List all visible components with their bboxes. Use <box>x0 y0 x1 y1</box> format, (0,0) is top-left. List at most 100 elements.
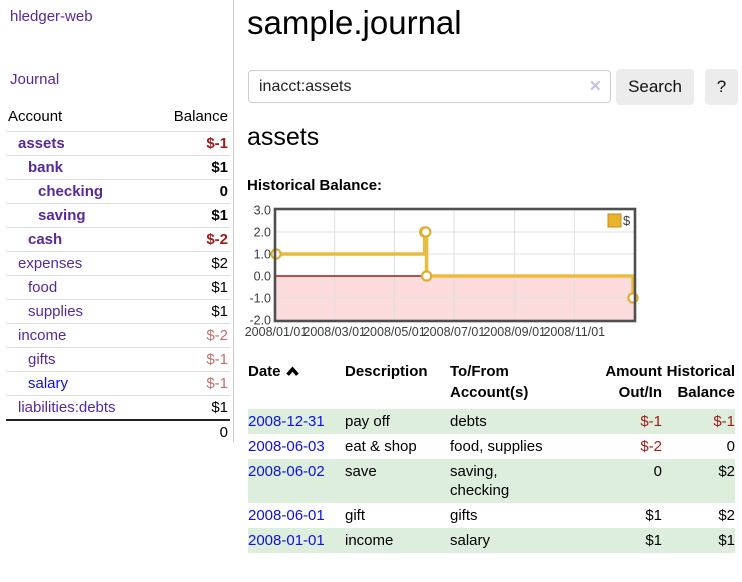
account-row: supplies $1 <box>6 299 230 324</box>
account-balance: $-1 <box>153 131 230 156</box>
transaction-description: eat & shop <box>345 438 417 455</box>
page-title: sample.journal <box>247 4 462 41</box>
account-heading: assets <box>247 123 320 151</box>
register-header-label: Description <box>345 363 428 380</box>
account-balance: $-1 <box>153 371 230 396</box>
account-balance: $-2 <box>153 227 230 252</box>
account-link-liabilities-debts[interactable]: liabilities:debts <box>18 399 116 416</box>
chart-point-marker <box>419 226 432 238</box>
register-header-date: Date <box>248 361 345 409</box>
account-row: assets $-1 <box>6 131 230 156</box>
account-row: salary $-1 <box>6 371 230 396</box>
account-link-income[interactable]: income <box>18 327 67 344</box>
transaction-balance: $-1 <box>713 413 735 430</box>
account-balance: $2 <box>153 251 230 276</box>
date-link[interactable]: 2008-12-31 <box>248 413 325 430</box>
y-tick-label: 1.0 <box>254 248 271 262</box>
search-button[interactable]: Search <box>616 69 694 105</box>
account-link-food[interactable]: food <box>28 279 58 296</box>
transaction-description: save <box>345 463 377 480</box>
sidebar-divider <box>233 0 234 442</box>
transaction-accounts: food, supplies <box>450 438 543 455</box>
transaction-balance: $2 <box>718 463 735 480</box>
register-header-description: Description <box>345 361 450 409</box>
transaction-description: pay off <box>345 413 390 430</box>
x-tick-label: 2008/05/01 <box>363 325 426 339</box>
account-row: bank $1 <box>6 155 230 180</box>
y-tick-label: 3.0 <box>254 204 271 218</box>
chart-heading: Historical Balance: <box>247 177 383 194</box>
account-link-gifts[interactable]: gifts <box>28 351 56 368</box>
x-tick-label: 2008/07/01 <box>423 325 486 339</box>
accounts-header-row: Account Balance <box>6 106 230 132</box>
transaction-row: 2008-01-01 income salary $1 $1 <box>248 528 735 553</box>
transaction-row: 2008-06-01 gift gifts $1 $2 <box>248 503 735 528</box>
account-balance: $1 <box>153 203 230 228</box>
y-tick-label: -2.0 <box>249 314 271 328</box>
transaction-accounts: saving, checking <box>450 463 510 499</box>
accounts-header-account: Account <box>8 108 63 125</box>
legend-label: $ <box>623 213 631 228</box>
account-row: food $1 <box>6 275 230 300</box>
accounts-header-balance: Balance <box>173 108 228 125</box>
sidebar-item-journal[interactable]: Journal <box>10 71 60 88</box>
accounts-total-value: 0 <box>153 419 230 444</box>
transaction-row: 2008-06-02 save saving, checking 0 $2 <box>248 459 735 503</box>
account-link-supplies[interactable]: supplies <box>28 303 84 320</box>
transaction-accounts: gifts <box>450 507 478 524</box>
y-tick-label: -1.0 <box>249 292 271 306</box>
accounts-total-row: 0 <box>6 419 230 444</box>
account-link-assets[interactable]: assets <box>18 135 65 152</box>
date-link[interactable]: 2008-06-02 <box>248 463 325 480</box>
transaction-row: 2008-06-03 eat & shop food, supplies $-2 0 <box>248 434 735 459</box>
x-tick-label: 2008/01/01 <box>245 325 308 339</box>
account-row: expenses $2 <box>6 251 230 276</box>
transaction-balance: $2 <box>718 507 735 524</box>
account-balance: $1 <box>153 299 230 324</box>
x-tick-label: 2008/11/01 <box>543 325 605 339</box>
transaction-description: income <box>345 532 394 549</box>
historical-balance-chart: $3.0 2.0 1.0 0.0 -1.0 -2.02008/01/012008/03/0… <box>245 204 639 339</box>
account-link-checking[interactable]: checking <box>38 183 104 200</box>
legend-swatch-icon <box>607 213 622 228</box>
account-row: checking 0 <box>6 179 230 204</box>
transaction-accounts: salary <box>450 532 491 549</box>
transaction-amount: $1 <box>645 507 662 524</box>
account-balance: $1 <box>153 395 230 420</box>
x-tick-label: 2008/03/01 <box>303 325 366 339</box>
account-link-expenses[interactable]: expenses <box>18 255 83 272</box>
transaction-description: gift <box>345 507 366 524</box>
register-header-label: Historical Balance <box>666 363 735 401</box>
account-link-bank[interactable]: bank <box>28 159 64 176</box>
chart-border <box>273 207 637 323</box>
account-row: liabilities:debts $1 <box>6 395 230 420</box>
clear-search-icon[interactable]: ✕ <box>589 78 602 95</box>
account-row: gifts $-1 <box>6 347 230 372</box>
register-header-amount: Amount Out/In <box>590 361 662 409</box>
date-link[interactable]: 2008-06-01 <box>248 507 325 524</box>
help-button[interactable]: ? <box>705 69 738 105</box>
transaction-balance: 0 <box>726 438 735 455</box>
account-balance: $-2 <box>153 323 230 348</box>
search-input[interactable] <box>248 70 611 103</box>
register-header-label: To/From Account(s) <box>450 363 529 401</box>
date-link[interactable]: 2008-06-03 <box>248 438 325 455</box>
account-balance: $-1 <box>153 347 230 372</box>
date-link[interactable]: 2008-01-01 <box>248 532 325 549</box>
account-link-cash[interactable]: cash <box>28 231 63 248</box>
account-row: saving $1 <box>6 203 230 228</box>
account-link-saving[interactable]: saving <box>38 207 86 224</box>
transaction-row: 2008-12-31 pay off debts $-1 $-1 <box>248 409 735 434</box>
sort-up-icon <box>285 366 299 376</box>
account-link-salary[interactable]: salary <box>28 375 69 392</box>
account-balance: 0 <box>153 179 230 204</box>
transaction-balance: $1 <box>718 532 735 549</box>
register-header-historical: Historical Balance <box>662 361 735 409</box>
account-row: income $-2 <box>6 323 230 348</box>
x-tick-label: 2008/09/01 <box>483 325 546 339</box>
chart-point-marker <box>420 270 433 282</box>
app-brand-link[interactable]: hledger-web <box>10 8 93 25</box>
register-header-row: Date Description To/From Account(s) Amount … <box>248 361 735 409</box>
transaction-amount: $-2 <box>640 438 662 455</box>
